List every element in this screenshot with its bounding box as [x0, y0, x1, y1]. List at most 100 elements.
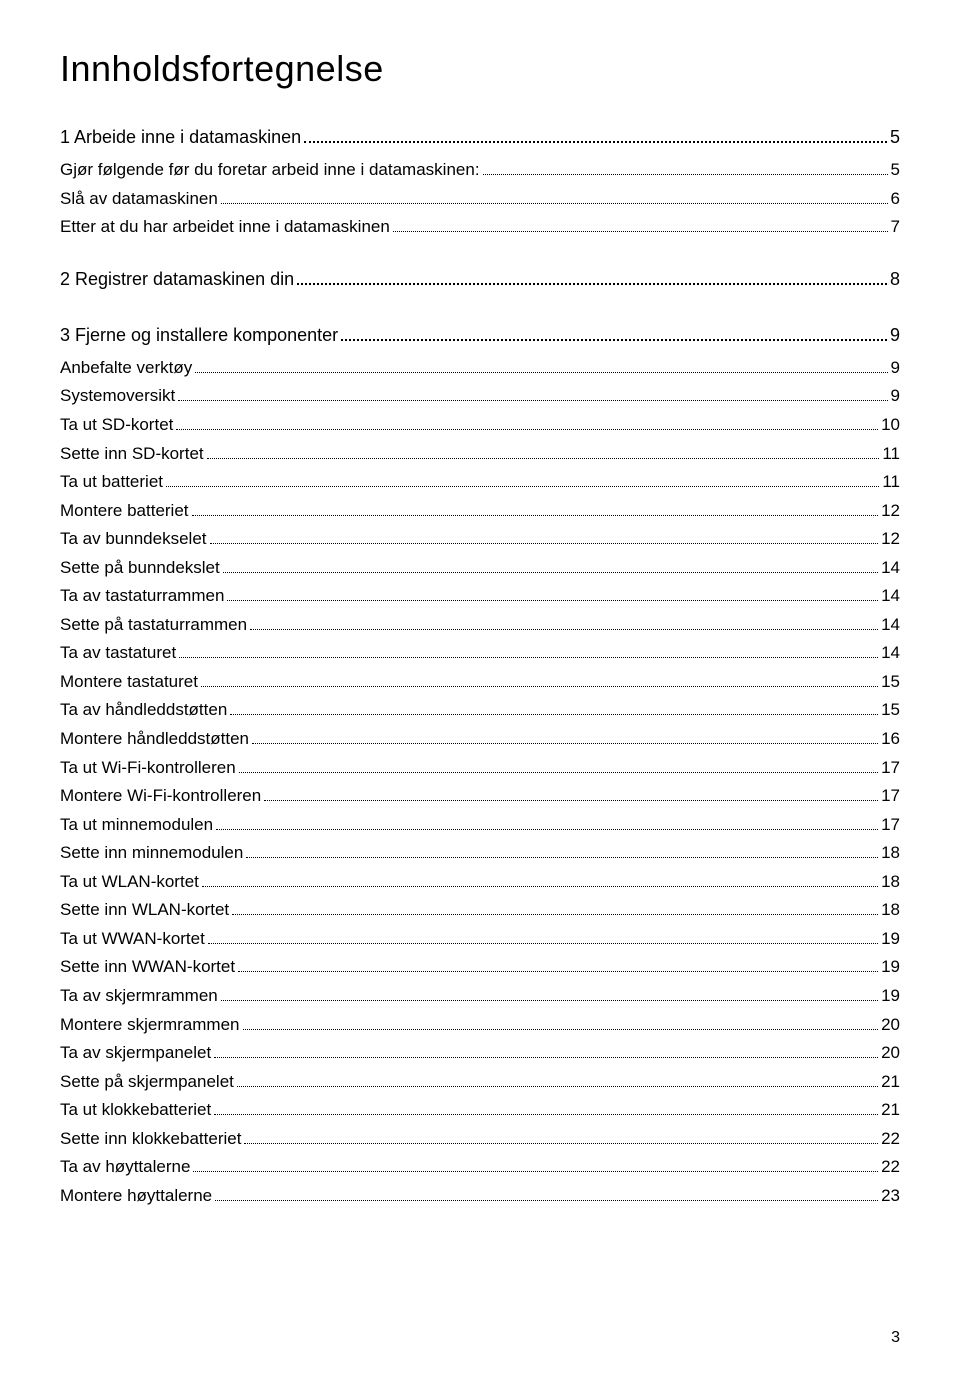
toc-entry-label: Ta ut batteriet [60, 468, 163, 497]
toc-leader-dots [232, 901, 878, 915]
toc-entry-page: 21 [881, 1068, 900, 1097]
toc-entry[interactable]: Sette inn SD-kortet 11 [60, 440, 900, 469]
toc-chapter-heading[interactable]: 1 Arbeide inne i datamaskinen5 [60, 124, 900, 150]
toc-entry-page: 15 [881, 696, 900, 725]
toc-entry[interactable]: Ta av tastaturet14 [60, 639, 900, 668]
toc-entry[interactable]: Sette på bunndekslet14 [60, 554, 900, 583]
toc-entry-page: 11 [882, 440, 900, 469]
toc-entry-label: Ta av bunndekselet [60, 525, 207, 554]
toc-entry-page: 18 [881, 896, 900, 925]
toc-entry-page: 22 [881, 1125, 900, 1154]
toc-entry-label: Montere Wi-Fi-kontrolleren [60, 782, 261, 811]
toc-entry[interactable]: Ta ut WWAN-kortet19 [60, 925, 900, 954]
toc-leader-dots [221, 189, 888, 203]
toc-entry-label: Sette på bunndekslet [60, 554, 220, 583]
toc-entry[interactable]: Ta ut klokkebatteriet 21 [60, 1096, 900, 1125]
toc-leader-dots [179, 644, 878, 658]
toc-entry[interactable]: Sette på tastaturrammen14 [60, 611, 900, 640]
toc-entry-page: 15 [881, 668, 900, 697]
toc-entry[interactable]: Ta ut batteriet11 [60, 468, 900, 497]
toc-entry-label: Ta ut WLAN-kortet [60, 868, 199, 897]
toc-entry[interactable]: Sette inn klokkebatteriet 22 [60, 1125, 900, 1154]
toc-entry[interactable]: Montere Wi-Fi-kontrolleren 17 [60, 782, 900, 811]
toc-leader-dots [201, 673, 878, 687]
toc-entry-page: 14 [881, 611, 900, 640]
toc-entry-page: 14 [881, 582, 900, 611]
toc-entry-page: 17 [881, 782, 900, 811]
toc-section: 1 Arbeide inne i datamaskinen5 [60, 124, 900, 150]
toc-entry-page: 5 [891, 156, 900, 185]
toc-section: 3 Fjerne og installere komponenter9 [60, 322, 900, 348]
toc-leader-dots [243, 1015, 879, 1029]
toc-leader-dots [393, 218, 888, 232]
toc-entry-label: Gjør følgende før du foretar arbeid inne… [60, 156, 480, 185]
toc-entry[interactable]: Sette inn WWAN-kortet19 [60, 953, 900, 982]
toc-entry-page: 17 [881, 754, 900, 783]
toc-chapter-heading[interactable]: 3 Fjerne og installere komponenter9 [60, 322, 900, 348]
toc-entry-page: 10 [881, 411, 900, 440]
toc-chapter-heading[interactable]: 2 Registrer datamaskinen din8 [60, 266, 900, 292]
toc-section: 2 Registrer datamaskinen din8 [60, 266, 900, 292]
toc-entry[interactable]: Montere tastaturet 15 [60, 668, 900, 697]
toc-entry[interactable]: Ta av skjermpanelet20 [60, 1039, 900, 1068]
toc-entry[interactable]: Anbefalte verktøy 9 [60, 354, 900, 383]
toc-entry[interactable]: Montere batteriet12 [60, 497, 900, 526]
toc-entry[interactable]: Ta ut SD-kortet10 [60, 411, 900, 440]
toc-entry[interactable]: Ta ut Wi-Fi-kontrolleren17 [60, 754, 900, 783]
toc-entry[interactable]: Montere håndleddstøtten16 [60, 725, 900, 754]
toc-entry-label: Montere tastaturet [60, 668, 198, 697]
toc-entry-label: Anbefalte verktøy [60, 354, 192, 383]
toc-entry-page: 9 [891, 354, 900, 383]
toc-leader-dots [195, 358, 887, 372]
toc-entry-label: Sette inn klokkebatteriet [60, 1125, 241, 1154]
toc-chapter-label: 2 Registrer datamaskinen din [60, 266, 294, 292]
toc-leader-dots [193, 1158, 878, 1172]
toc-leader-dots [210, 530, 879, 544]
toc-leader-dots [304, 127, 887, 143]
toc-entry[interactable]: Etter at du har arbeidet inne i datamask… [60, 213, 900, 242]
toc-entry-label: Sette inn SD-kortet [60, 440, 204, 469]
toc-entry-label: Montere skjermrammen [60, 1011, 240, 1040]
toc-entry-label: Ta av høyttalerne [60, 1153, 190, 1182]
toc-leader-dots [214, 1101, 878, 1115]
toc-entry-label: Ta ut klokkebatteriet [60, 1096, 211, 1125]
toc-entry-page: 18 [881, 868, 900, 897]
toc-leader-dots [176, 416, 878, 430]
toc-entry[interactable]: Sette inn minnemodulen 18 [60, 839, 900, 868]
toc-entry-page: 21 [881, 1096, 900, 1125]
toc-entry[interactable]: Montere skjermrammen20 [60, 1011, 900, 1040]
toc-leader-dots [215, 1186, 878, 1200]
toc-entry[interactable]: Ta av håndleddstøtten15 [60, 696, 900, 725]
toc-entry[interactable]: Gjør følgende før du foretar arbeid inne… [60, 156, 900, 185]
toc-entry-page: 18 [881, 839, 900, 868]
toc-entry-label: Ta ut minnemodulen [60, 811, 213, 840]
toc-entry[interactable]: Slå av datamaskinen6 [60, 185, 900, 214]
toc-entry-label: Sette inn minnemodulen [60, 839, 243, 868]
page-number: 3 [891, 1329, 900, 1347]
toc-entry[interactable]: Ta av bunndekselet12 [60, 525, 900, 554]
section-spacer [60, 242, 900, 254]
toc-leader-dots [252, 730, 878, 744]
toc-entry[interactable]: Ta av høyttalerne22 [60, 1153, 900, 1182]
toc-leader-dots [208, 929, 878, 943]
toc-leader-dots [227, 587, 878, 601]
toc-entry[interactable]: Ta av skjermrammen19 [60, 982, 900, 1011]
toc-entry-page: 19 [881, 953, 900, 982]
toc-entry-label: Slå av datamaskinen [60, 185, 218, 214]
section-spacer [60, 298, 900, 310]
toc-entry[interactable]: Ta ut minnemodulen17 [60, 811, 900, 840]
toc-leader-dots [264, 787, 878, 801]
toc-entry[interactable]: Sette på skjermpanelet 21 [60, 1068, 900, 1097]
toc-entry[interactable]: Systemoversikt 9 [60, 382, 900, 411]
toc-entry[interactable]: Montere høyttalerne23 [60, 1182, 900, 1211]
toc-title: Innholdsfortegnelse [60, 48, 900, 90]
toc-entry-label: Systemoversikt [60, 382, 175, 411]
toc-entry-label: Montere håndleddstøtten [60, 725, 249, 754]
toc-leader-dots [237, 1072, 878, 1086]
toc-entry-page: 9 [891, 382, 900, 411]
toc-entry-page: 12 [881, 497, 900, 526]
toc-entry-label: Sette på skjermpanelet [60, 1068, 234, 1097]
toc-entry[interactable]: Ta av tastaturrammen14 [60, 582, 900, 611]
toc-entry[interactable]: Sette inn WLAN-kortet18 [60, 896, 900, 925]
toc-entry[interactable]: Ta ut WLAN-kortet 18 [60, 868, 900, 897]
